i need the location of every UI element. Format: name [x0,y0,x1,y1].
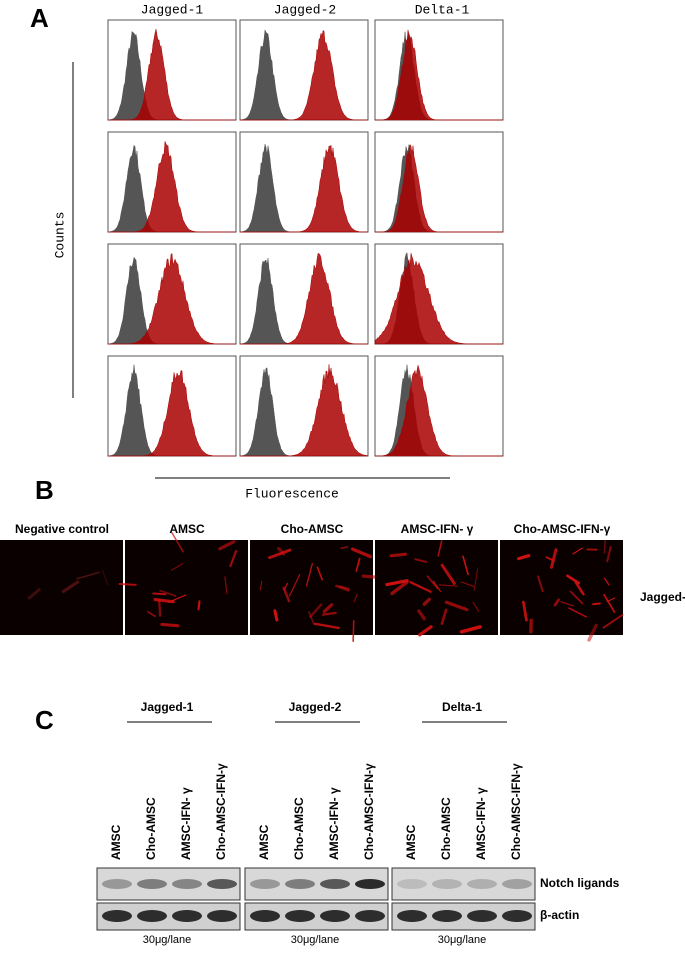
band [172,910,202,922]
cell [120,584,136,585]
panel-label: B [35,475,54,505]
micrograph [500,540,623,635]
image-label: AMSC-IFN- γ [401,522,474,536]
lane-label: Cho-AMSC-IFN-γ [362,763,376,860]
group-header: Jagged-2 [289,700,342,714]
band [137,879,167,889]
lane-footer: 30μg/lane [438,934,487,946]
image-label: AMSC [169,522,205,536]
micrograph [0,540,123,635]
cell [198,601,199,609]
column-header: Delta-1 [415,2,470,17]
band [397,910,427,922]
band [285,879,315,889]
cell [593,603,600,604]
column-header: Jagged-2 [274,2,336,17]
band [207,879,237,889]
lane-label: Cho-AMSC-IFN-γ [214,763,228,860]
panel-label: A [30,3,49,33]
lane-footer: 30μg/lane [291,934,340,946]
band [285,910,315,922]
lane-footer: 30μg/lane [143,934,192,946]
western-blot: Jagged-1 AMSC Cho-AMSC AMSC-IFN- γ Cho-AMSC-… [97,700,535,946]
lane-label: Cho-AMSC [292,797,306,860]
cell [159,600,160,616]
band [467,910,497,922]
micrograph [125,540,248,635]
band [355,879,385,889]
lane-label: AMSC-IFN- γ [179,787,193,860]
row-label: Jagged-2 [640,590,685,604]
column-header: Jagged-1 [141,2,204,17]
band [102,879,132,889]
cell [391,554,405,556]
lane-label: AMSC [109,824,123,860]
image-label: Cho-AMSC [281,522,344,536]
band [432,910,462,922]
micrograph [250,540,373,635]
row-label: Notch ligands [540,876,620,890]
band [137,910,167,922]
micrographs: Negative control AMSC Cho-AMSC AMSC-IFN- γ C… [0,522,623,641]
band [172,879,202,889]
lane-label: AMSC [404,824,418,860]
lane-label: AMSC [257,824,271,860]
band [207,910,237,922]
band [320,910,350,922]
band [320,879,350,889]
lane-label: Cho-AMSC [439,797,453,860]
lane-label: AMSC-IFN- γ [474,787,488,860]
image-label: Cho-AMSC-IFN-γ [514,522,611,536]
cell [353,621,354,641]
band [250,879,280,889]
band [502,879,532,889]
band [397,879,427,889]
image-label: Negative control [15,522,109,536]
group-header: Jagged-1 [141,700,194,714]
band [355,910,385,922]
cell [153,594,165,595]
histograms [108,20,503,456]
band [502,910,532,922]
band [102,910,132,922]
row-label: β-actin [540,908,579,922]
x-label: Fluorescence [245,486,339,501]
y-label: Counts [52,212,67,259]
band [467,879,497,889]
band [432,879,462,889]
panel-label: C [35,705,54,735]
group-header: Delta-1 [442,700,482,714]
cell [275,611,277,620]
lane-label: Cho-AMSC [144,797,158,860]
cell [604,541,605,553]
lane-label: AMSC-IFN- γ [327,787,341,860]
cell [162,624,178,625]
band [250,910,280,922]
lane-label: Cho-AMSC-IFN-γ [509,763,523,860]
